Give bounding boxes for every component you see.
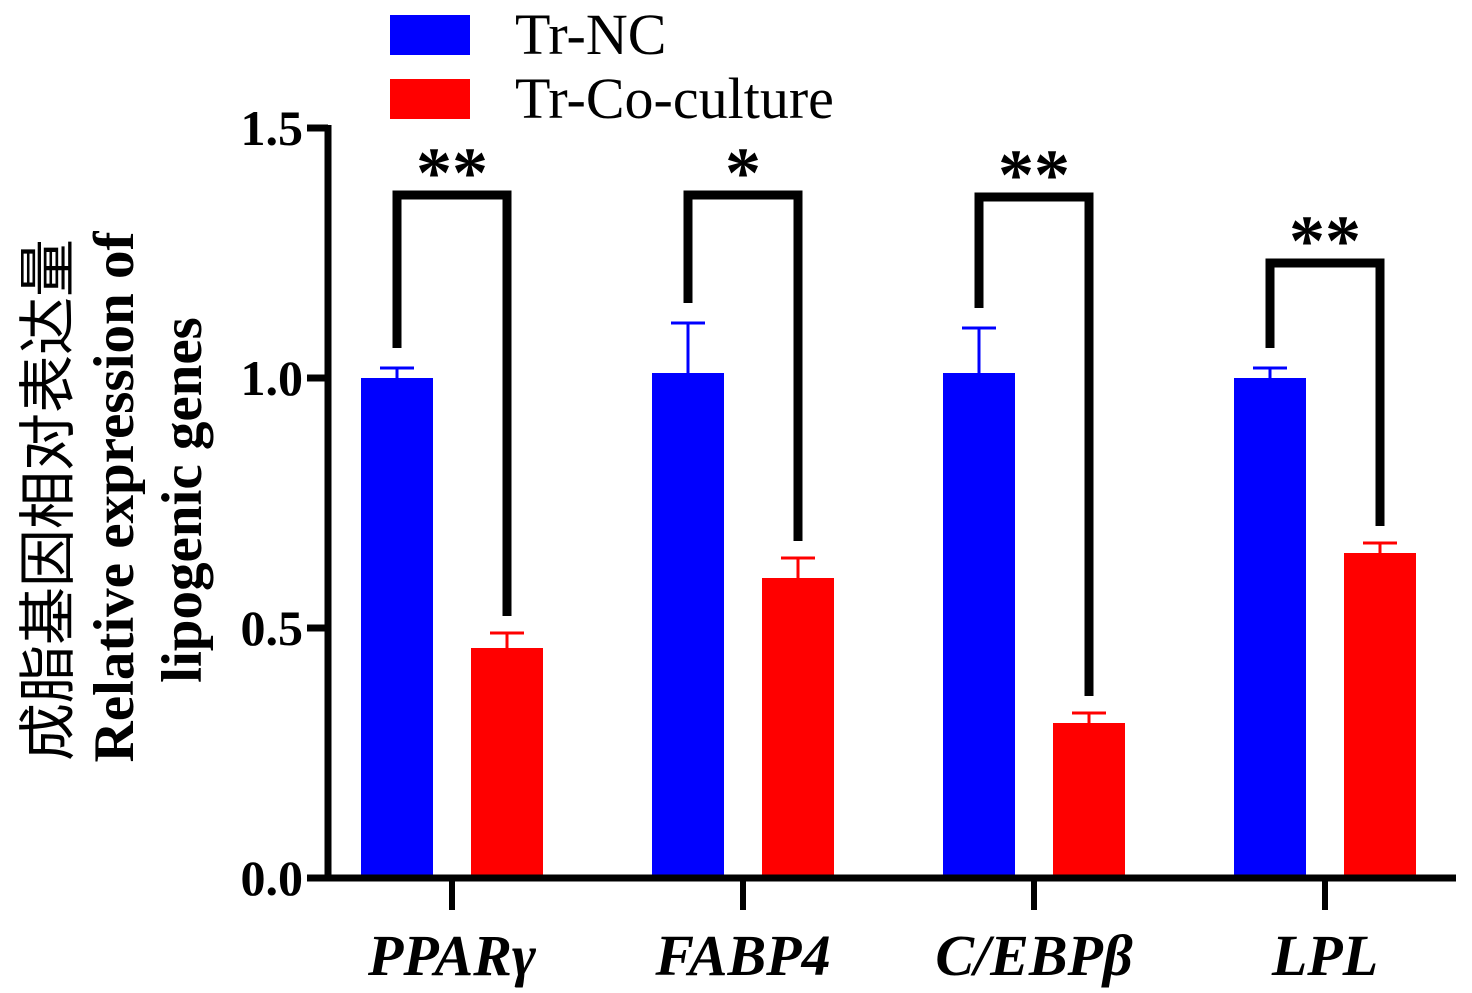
bar-tr-nc-ppar (361, 378, 433, 878)
bar-tr-co-culture-fabp4 (762, 578, 834, 878)
bar-tr-co-culture-lpl (1344, 553, 1416, 878)
y-axis-title-line-2: lipogenic genes (151, 317, 214, 683)
significance-bracket-lpl (1265, 258, 1385, 526)
axes (324, 125, 1456, 882)
legend: Tr-NC Tr-Co-culture (390, 2, 834, 131)
legend-label-tr-nc: Tr-NC (515, 2, 666, 67)
bar-tr-co-culture-ppar (471, 648, 543, 878)
significance-label-ppar: ** (416, 133, 488, 213)
bar-tr-co-culture-c-ebp (1053, 723, 1125, 878)
category-label-c-ebp: C/EBPβ (935, 923, 1133, 988)
y-tick-label: 0.0 (241, 850, 304, 906)
significance-bracket-ppar (392, 190, 512, 616)
y-tick-label: 0.5 (241, 600, 304, 656)
legend-swatch-tr-co-culture (390, 79, 470, 119)
significance-label-lpl: ** (1289, 201, 1361, 281)
y-axis-ticks: 0.0 0.5 1.0 1.5 (241, 100, 328, 906)
y-tick-label: 1.5 (241, 100, 304, 156)
significance-brackets: ** * **** (392, 133, 1385, 696)
bar-tr-nc-lpl (1234, 378, 1306, 878)
category-label-fabp4: FABP4 (654, 923, 830, 988)
x-axis-ticks: PPARγ FABP4 C/EBPβ LPL (367, 878, 1378, 988)
significance-bracket-fabp4 (683, 190, 803, 541)
bar-tr-nc-fabp4 (652, 373, 724, 878)
category-label-lpl: LPL (1271, 923, 1378, 988)
significance-label-c-ebp: ** (998, 135, 1070, 215)
y-tick-label: 1.0 (241, 350, 304, 406)
legend-label-tr-co-culture: Tr-Co-culture (515, 66, 834, 131)
y-axis-title-line-1: Relative expression of (83, 231, 146, 763)
y-axis-title-chinese: 成脂基因相对表达量 (14, 239, 82, 761)
category-label-ppar: PPARγ (367, 923, 537, 988)
error-bars (380, 321, 1397, 723)
bar-tr-nc-c-ebp (943, 373, 1015, 878)
significance-bracket-c-ebp (974, 192, 1094, 696)
legend-swatch-tr-nc (390, 15, 470, 55)
bars (361, 373, 1416, 878)
y-axis-title: 成脂基因相对表达量 Relative expression of lipogen… (14, 231, 214, 763)
significance-label-fabp4: * (725, 133, 761, 213)
